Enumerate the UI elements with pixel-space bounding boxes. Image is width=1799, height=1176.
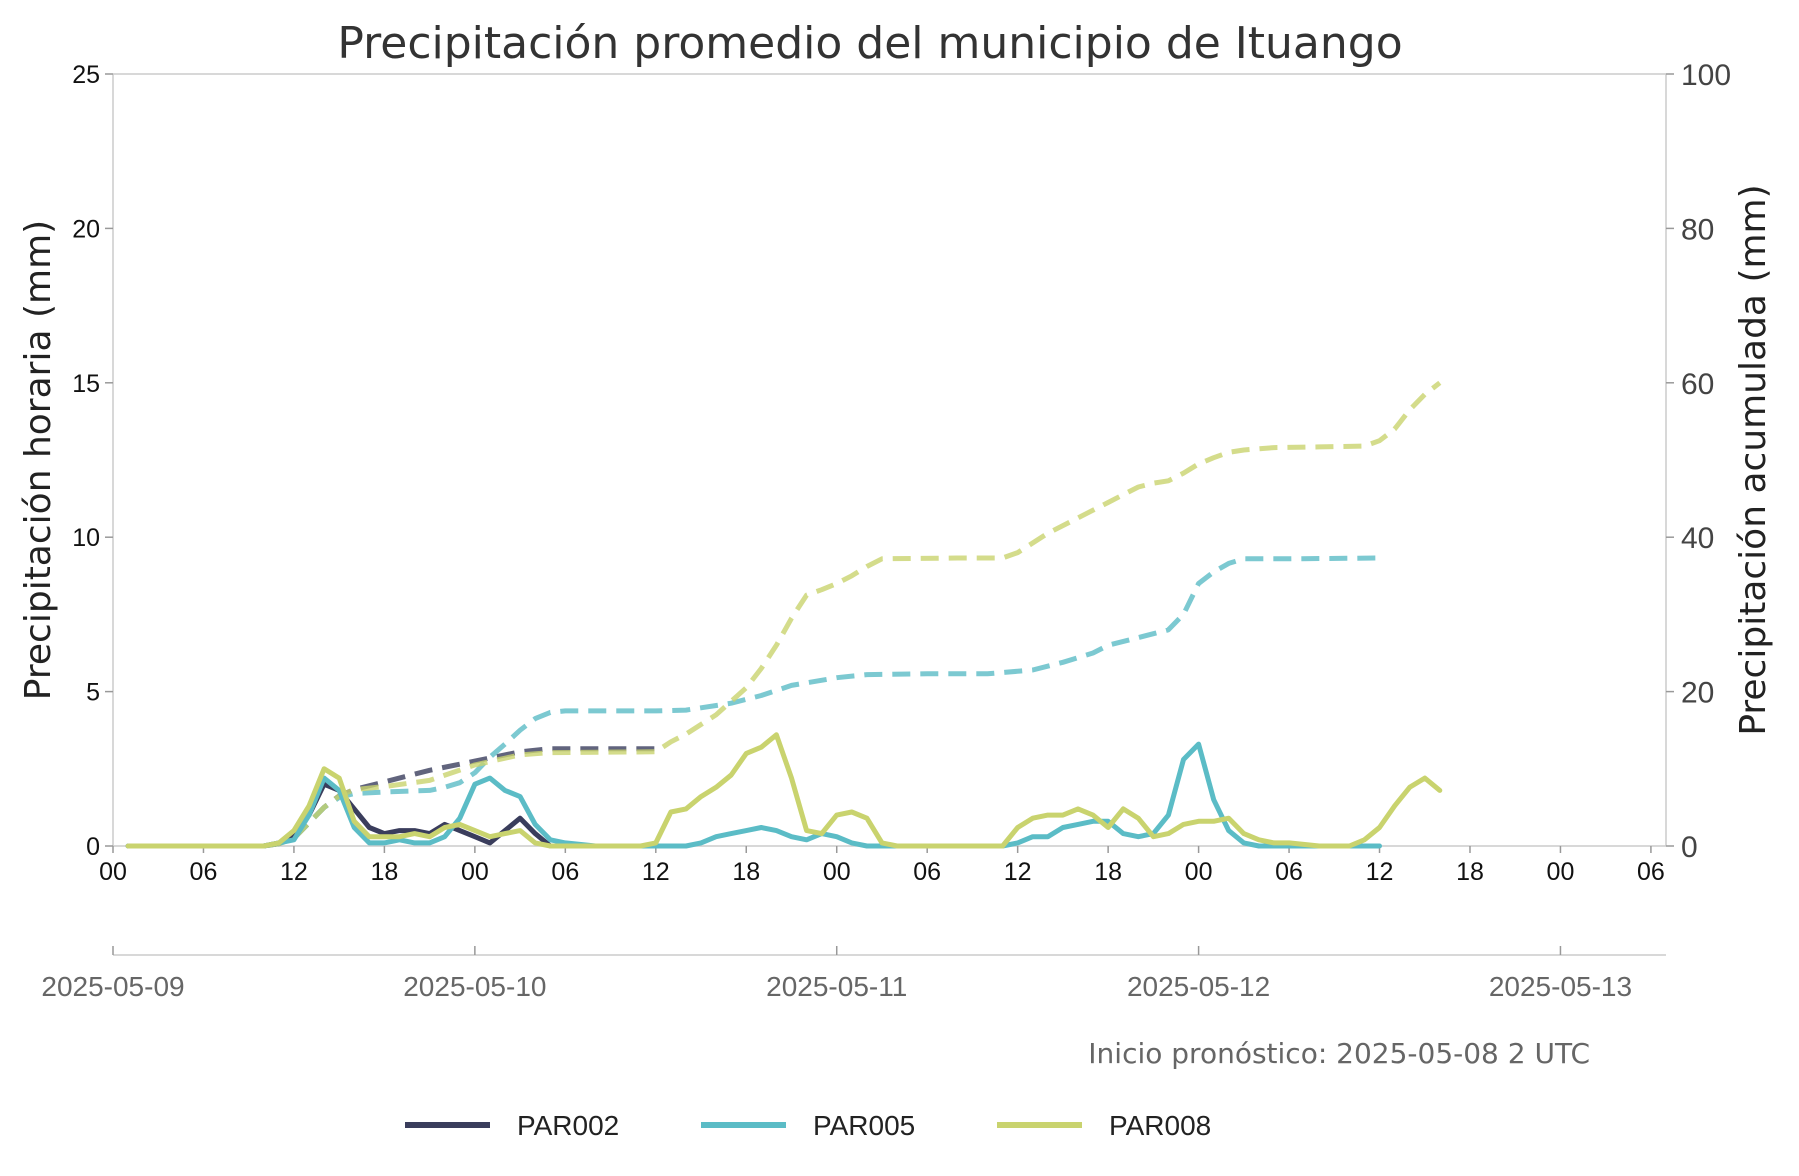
y-tick-label-right: 20 — [1681, 677, 1714, 710]
y-tick-label-right: 100 — [1681, 59, 1731, 92]
x-tick-label: 18 — [1094, 858, 1122, 886]
legend-label-par008: PAR008 — [1109, 1110, 1211, 1141]
y-tick-label-right: 40 — [1681, 522, 1714, 555]
series-par005-cumulative-line — [128, 555, 1380, 849]
y-tick-label-left: 0 — [86, 833, 100, 861]
series-par008-cumulative-line — [128, 380, 1442, 849]
x-tick-label: 18 — [732, 858, 760, 886]
x-tick-label: 00 — [823, 858, 851, 886]
axes: 0 5 10 15 20 25 0 20 40 60 80 100 00 06 12 18 00 06 12 18 00… — [41, 59, 1731, 1002]
y-tick-label-right: 60 — [1681, 368, 1714, 401]
forecast-start-note: Inicio pronóstico: 2025-05-08 2 UTC — [1088, 1037, 1590, 1070]
date-tick-label: 2025-05-10 — [403, 971, 546, 1002]
y-tick-label-right: 0 — [1681, 831, 1698, 864]
x-tick-label: 00 — [1547, 858, 1575, 886]
date-tick-label: 2025-05-09 — [41, 971, 184, 1002]
x-tick-label: 18 — [370, 858, 398, 886]
date-tick-label: 2025-05-13 — [1489, 971, 1632, 1002]
x-tick-label: 00 — [99, 858, 127, 886]
date-tick-label: 2025-05-12 — [1127, 971, 1270, 1002]
legend: PAR002 PAR005 PAR008 — [405, 1110, 1211, 1141]
y-tick-label-left: 20 — [72, 215, 100, 243]
y-axis-label-right: Precipitación acumulada (mm) — [1733, 184, 1774, 735]
x-tick-label: 12 — [280, 858, 308, 886]
x-tick-label: 00 — [461, 858, 489, 886]
x-tick-label: 06 — [1637, 858, 1665, 886]
series-par005-hourly-line — [125, 741, 1382, 849]
date-tick-label: 2025-05-11 — [766, 971, 907, 1002]
legend-label-par005: PAR005 — [813, 1110, 915, 1141]
x-tick-label: 12 — [1004, 858, 1032, 886]
y-tick-label-right: 80 — [1681, 213, 1714, 246]
series-par008-hourly-line — [125, 732, 1443, 849]
x-tick-label: 06 — [913, 858, 941, 886]
y-tick-label-left: 10 — [72, 524, 100, 552]
y-axis-label-left: Precipitación horaria (mm) — [18, 220, 59, 700]
legend-label-par002: PAR002 — [517, 1110, 619, 1141]
y-tick-label-left: 25 — [72, 61, 100, 89]
x-tick-label: 12 — [642, 858, 670, 886]
x-tick-label: 06 — [1275, 858, 1303, 886]
x-tick-label: 06 — [190, 858, 218, 886]
x-tick-label: 06 — [551, 858, 579, 886]
x-tick-label: 18 — [1456, 858, 1484, 886]
y-tick-label-left: 15 — [72, 370, 100, 398]
y-tick-label-left: 5 — [86, 679, 100, 707]
chart-title: Precipitación promedio del municipio de … — [337, 18, 1402, 69]
series-layer — [125, 380, 1443, 849]
x-tick-label: 00 — [1185, 858, 1213, 886]
x-tick-label: 12 — [1366, 858, 1394, 886]
